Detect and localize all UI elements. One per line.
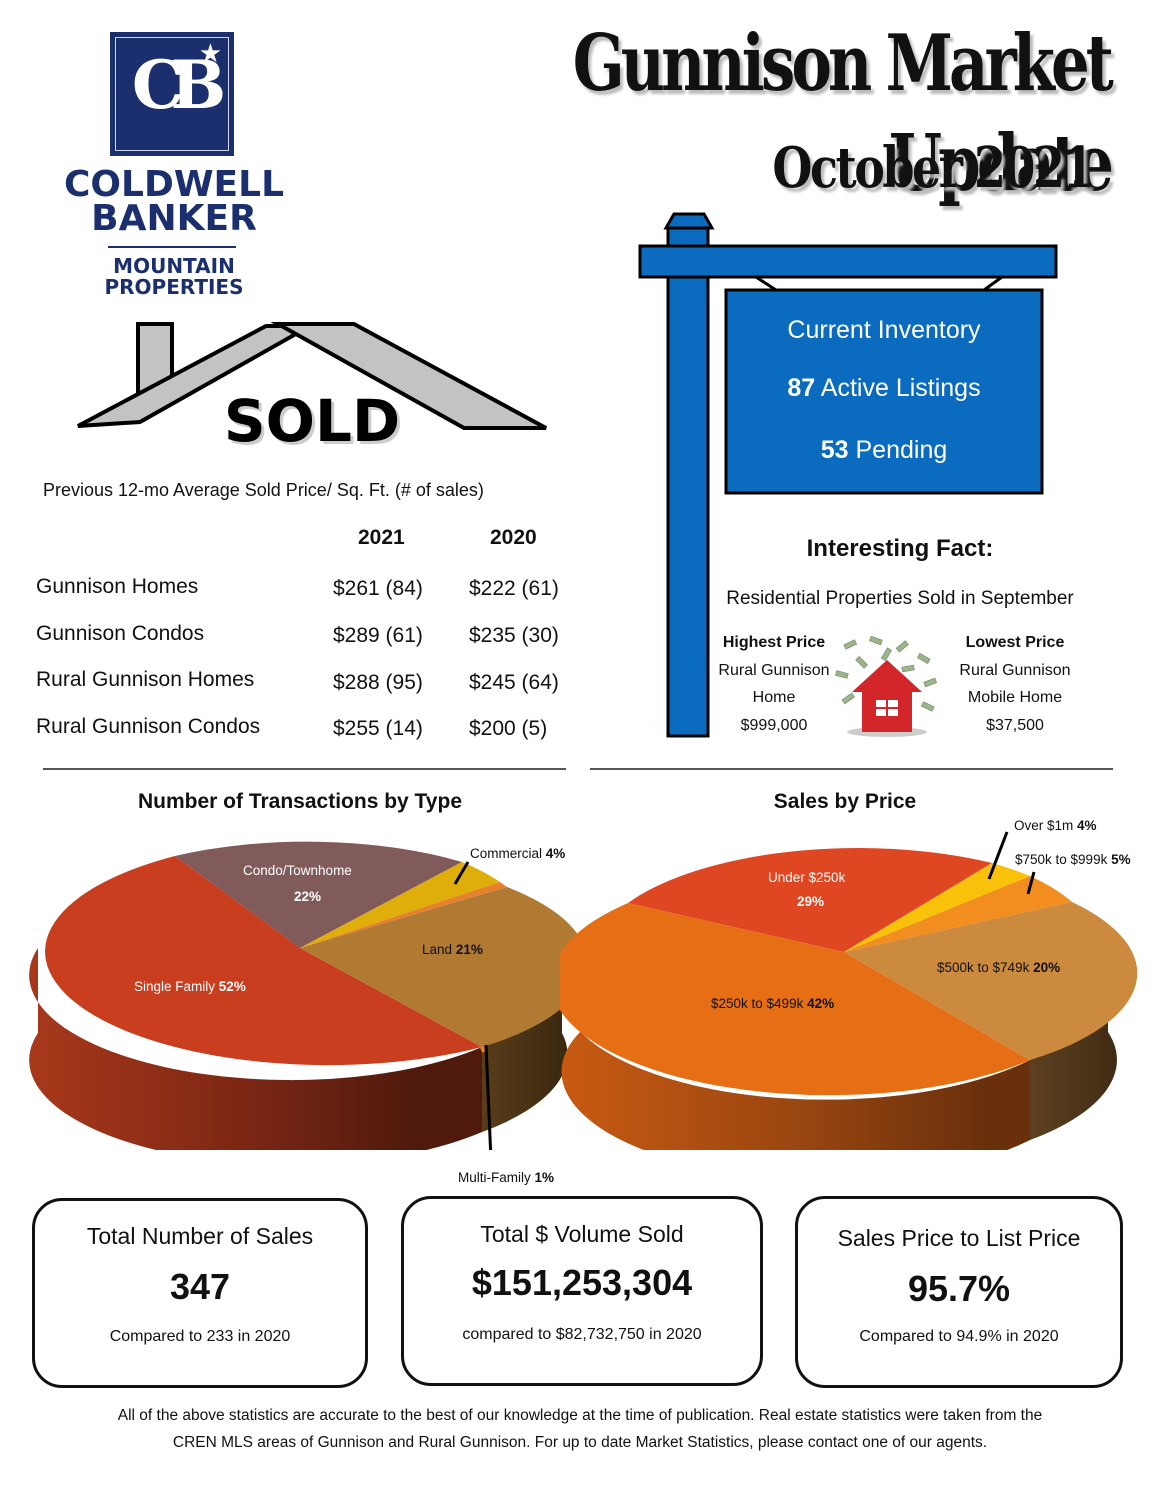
brand-line-4: PROPERTIES — [104, 275, 244, 299]
label-land: Land 21% — [422, 942, 483, 957]
chart-title-transactions: Number of Transactions by Type — [137, 790, 462, 813]
brand-line-2: BANKER — [91, 198, 257, 239]
active-listings: 87 Active Listings — [726, 374, 1042, 403]
brand-line-1: COLDWELL — [63, 164, 285, 205]
label-under-250k-pct: 29% — [797, 894, 825, 909]
row-value-2021: $255 (14) — [333, 717, 423, 740]
lowest-price-block: Lowest Price Rural Gunnison Mobile Home … — [945, 629, 1085, 739]
slice-condo — [175, 841, 462, 948]
card-value: $151,253,304 — [471, 1262, 693, 1303]
slice-commercial — [300, 862, 500, 948]
column-header-2021: 2021 — [358, 526, 405, 549]
highest-line2: Home — [752, 689, 796, 706]
inventory-title: Current Inventory — [787, 316, 981, 344]
slice-500k-749k — [844, 902, 1138, 1060]
label-commercial: Commercial 4% — [470, 846, 566, 861]
lowest-heading: Lowest Price — [965, 634, 1065, 651]
pending-count: 53 — [820, 436, 849, 464]
slice-750k-999k — [844, 876, 1072, 952]
pending-listings: 53 Pending — [726, 436, 1042, 465]
card-total-sales: Total Number of Sales 347 Compared to 23… — [32, 1198, 368, 1388]
highest-price-block: Highest Price Rural Gunnison Home $999,0… — [704, 629, 844, 739]
footer-line-1: All of the above statistics are accurate… — [117, 1407, 1043, 1424]
card-label: Sales Price to List Price — [837, 1225, 1081, 1251]
slice-250k-499k — [560, 903, 1030, 1096]
label-condo-pct: 22% — [294, 889, 322, 904]
row-value-2021: $288 (95) — [333, 671, 423, 694]
card-label: Total Number of Sales — [86, 1223, 314, 1249]
footer-disclaimer: All of the above statistics are accurate… — [40, 1402, 1120, 1456]
section-divider-left — [43, 768, 566, 770]
highest-price: $999,000 — [740, 716, 808, 734]
page-subtitle: October 2021 — [772, 135, 1094, 201]
row-label: Rural Gunnison Homes — [36, 668, 255, 691]
label-over-1m: Over $1m 4% — [1014, 818, 1097, 833]
card-value: 347 — [169, 1266, 231, 1307]
card-value: 95.7% — [907, 1268, 1011, 1309]
card-total-volume: Total $ Volume Sold $151,253,304 compare… — [401, 1196, 763, 1386]
footer-line-2: CREN MLS areas of Gunnison and Rural Gun… — [172, 1434, 988, 1451]
lowest-line2: Mobile Home — [967, 689, 1063, 706]
row-label: Gunnison Homes — [36, 575, 199, 598]
slice-multi-family — [300, 882, 507, 948]
label-single-family: Single Family 52% — [134, 979, 246, 994]
interesting-fact-title: Interesting Fact: — [806, 535, 994, 562]
brand-line-3: MOUNTAIN — [113, 254, 235, 278]
label-750k-999k: $750k to $999k 5% — [1015, 852, 1131, 867]
active-count: 87 — [787, 374, 816, 402]
row-value-2020: $200 (5) — [469, 717, 548, 740]
sign-post-icon — [638, 212, 1058, 738]
lowest-line1: Rural Gunnison — [959, 661, 1071, 679]
slice-single-family — [45, 856, 483, 1066]
row-value-2021: $261 (84) — [333, 577, 423, 600]
brand-divider — [108, 246, 236, 248]
section-divider-right — [590, 768, 1113, 770]
price-table-caption: Previous 12-mo Average Sold Price/ Sq. F… — [43, 480, 484, 500]
card-label: Total $ Volume Sold — [480, 1221, 684, 1247]
label-500k-749k: $500k to $749k 20% — [937, 960, 1061, 975]
row-value-2020: $245 (64) — [469, 671, 559, 694]
interesting-fact-subtitle: Residential Properties Sold in September — [726, 588, 1074, 609]
chart-title-sales-by-price: Sales by Price — [773, 790, 917, 813]
brand-name: COLDWELL BANKER — [60, 164, 288, 239]
card-note: Compared to 233 in 2020 — [109, 1328, 291, 1345]
active-label: Active Listings — [820, 374, 981, 402]
slice-over-1m — [844, 863, 1030, 952]
lowest-price: $37,500 — [986, 716, 1044, 734]
logo-border — [115, 37, 229, 151]
highest-line1: Rural Gunnison — [718, 661, 830, 679]
label-condo: Condo/Townhome — [243, 863, 352, 878]
row-value-2020: $235 (30) — [469, 624, 559, 647]
label-under-250k: Under $250k — [768, 870, 846, 885]
row-value-2020: $222 (61) — [469, 577, 559, 600]
highest-heading: Highest Price — [722, 634, 826, 651]
brand-subname: MOUNTAIN PROPERTIES — [60, 256, 288, 298]
page-title: Gunnison Market Update — [572, 18, 1114, 209]
row-value-2021: $289 (61) — [333, 624, 423, 647]
pie-chart-sales-by-price — [560, 831, 1138, 1150]
money-house-icon — [835, 635, 937, 737]
row-label: Gunnison Condos — [36, 622, 205, 645]
star-icon: ★ — [198, 38, 222, 68]
logo-monogram: CB — [131, 46, 226, 124]
pie-chart-transactions — [29, 841, 580, 1150]
card-note: compared to $82,732,750 in 2020 — [462, 1326, 702, 1343]
row-label: Rural Gunnison Condos — [36, 715, 261, 738]
sold-roof-icon: SOLD SOLD — [77, 322, 547, 458]
card-note: Compared to 94.9% in 2020 — [859, 1328, 1059, 1345]
slice-land — [300, 887, 580, 1047]
card-sale-to-list: Sales Price to List Price 95.7% Compared… — [795, 1196, 1123, 1388]
label-multi-family: Multi-Family 1% — [458, 1170, 555, 1185]
coldwell-banker-logo-mark: CB ★ — [110, 32, 234, 156]
label-250k-499k: $250k to $499k 42% — [711, 996, 835, 1011]
sold-shadow: SOLD — [227, 390, 403, 458]
slice-under-250k — [628, 848, 992, 952]
sold-text: SOLD — [224, 387, 400, 455]
pending-label: Pending — [855, 436, 948, 464]
column-header-2020: 2020 — [490, 526, 537, 549]
